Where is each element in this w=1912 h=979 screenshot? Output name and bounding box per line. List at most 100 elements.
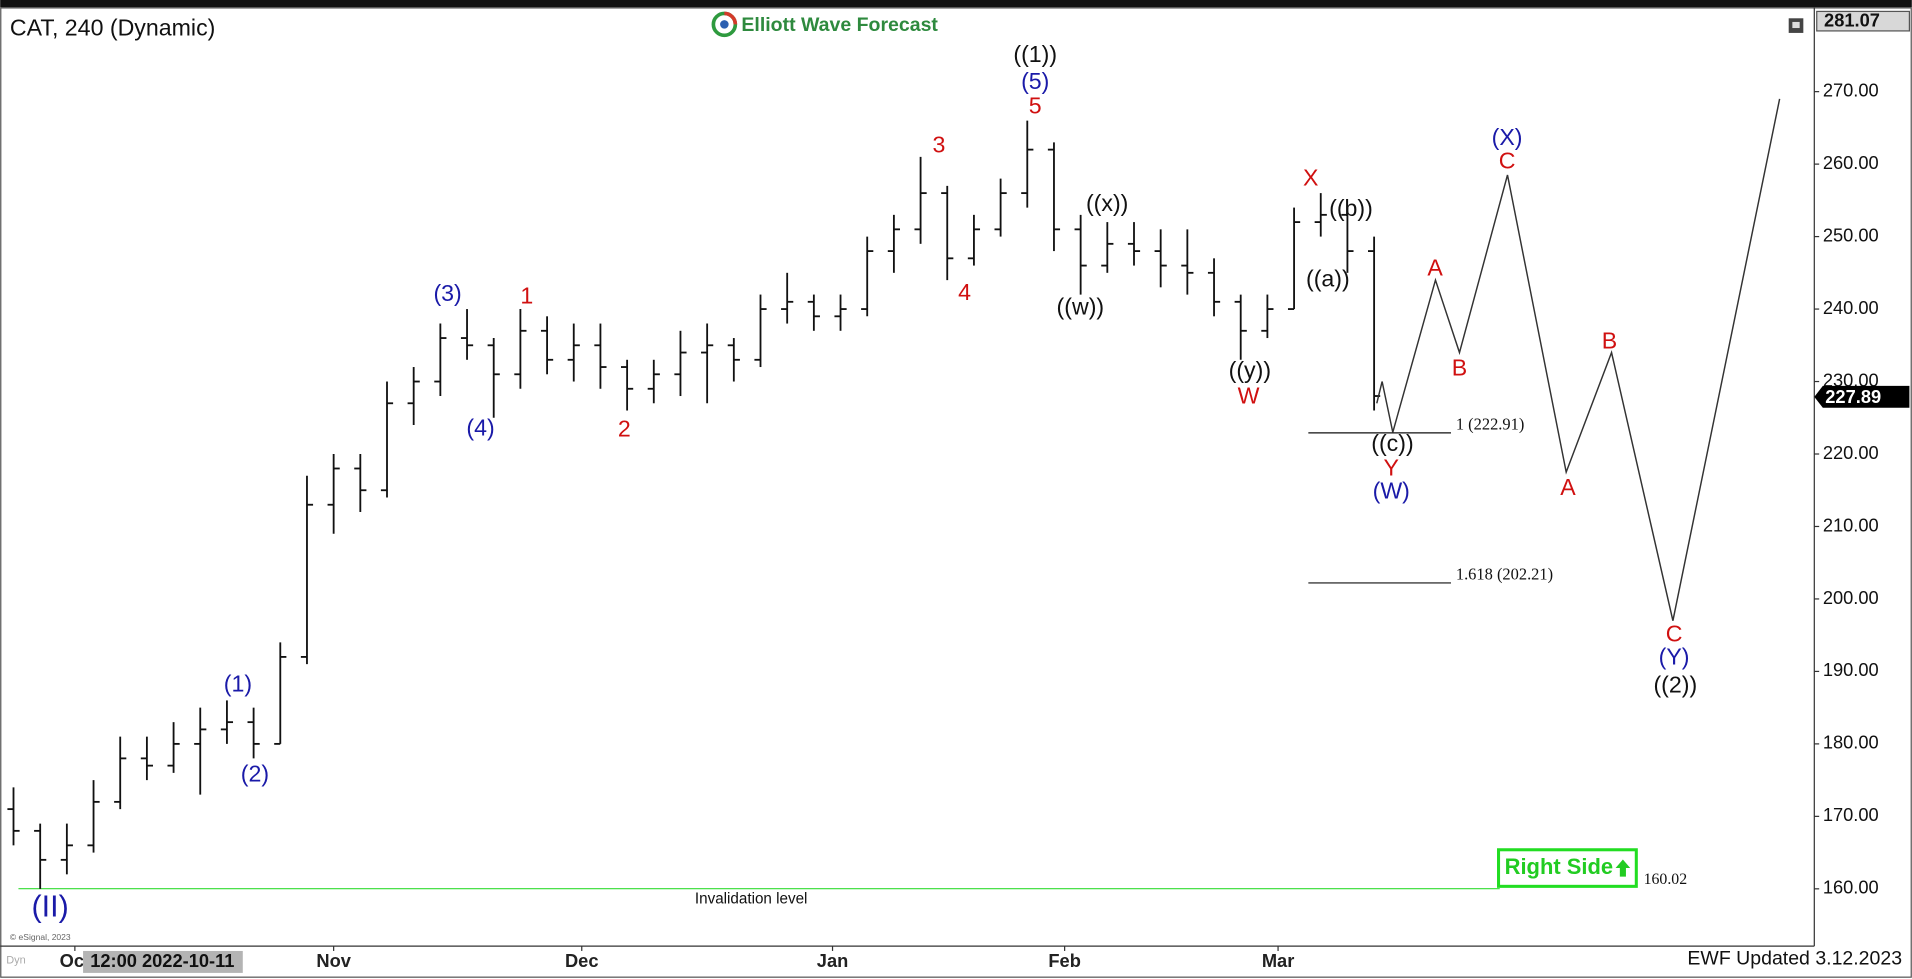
badge-arrow <box>1615 859 1631 877</box>
last-price-label: 227.89 <box>1825 386 1881 407</box>
ohlc-bar <box>701 323 714 404</box>
wave-label: C <box>1666 620 1683 646</box>
ohlc-bar <box>567 323 580 382</box>
ohlc-bar <box>727 338 740 382</box>
x-tick-label: Mar <box>1262 950 1294 971</box>
wave-label: (2) <box>241 761 269 787</box>
wave-label: ((1)) <box>1013 41 1057 67</box>
ohlc-bar <box>1261 294 1274 339</box>
y-tick-label: 260.00 <box>1823 152 1879 173</box>
wave-label: B <box>1452 355 1467 381</box>
x-tick-label: Dec <box>565 950 599 971</box>
wave-label: ((2)) <box>1653 672 1697 698</box>
wave-label: ((x)) <box>1086 190 1128 216</box>
ohlc-bar <box>114 736 127 810</box>
ohlc-bar <box>487 338 500 418</box>
wave-label: A <box>1427 255 1443 281</box>
ohlc-bar <box>140 736 153 781</box>
footer: EWF Updated 3.12.2023 <box>1687 948 1902 970</box>
fib-level-label: 1 (222.91) <box>1456 414 1524 433</box>
ohlc-bar <box>674 330 687 397</box>
wave-label: (II) <box>32 889 69 923</box>
ohlc-bar <box>167 722 180 773</box>
ohlc-bar <box>754 294 767 368</box>
wave-label: ((w)) <box>1057 294 1105 320</box>
wave-label: (1) <box>224 670 252 696</box>
ohlc-bar <box>1074 214 1087 295</box>
fib-level-label: 1.618 (202.21) <box>1456 564 1553 583</box>
top-border <box>0 0 1912 8</box>
ohlc-bar <box>380 381 394 498</box>
x-tick-label: Feb <box>1048 950 1080 971</box>
ohlc-bar <box>434 323 447 397</box>
window-icon-inner <box>1792 21 1800 29</box>
projection-path <box>1376 98 1781 621</box>
ohlc-bar <box>274 642 287 745</box>
ohlc-bar <box>967 214 981 266</box>
wave-label: W <box>1238 383 1260 409</box>
ohlc-bar <box>994 178 1007 237</box>
y-tick-label: 200.00 <box>1823 587 1879 608</box>
ohlc-bar <box>354 454 367 512</box>
ohlc-bar <box>327 454 340 534</box>
x-tick-label: Nov <box>316 950 351 971</box>
wave-label: (4) <box>466 414 494 440</box>
ohlc-bar <box>220 700 234 744</box>
ohlc-bar <box>34 823 47 889</box>
ohlc-bar <box>1127 222 1141 266</box>
logo-arc <box>724 11 738 25</box>
wave-label: (Y) <box>1659 643 1690 669</box>
wave-label: (5) <box>1021 68 1049 94</box>
ohlc-bar <box>914 156 927 244</box>
ohlc-bar <box>460 309 474 360</box>
ohlc-bar <box>514 309 527 389</box>
high-marker-box <box>1816 10 1911 32</box>
wave-label: (3) <box>433 280 461 306</box>
wave-label: 3 <box>932 131 945 157</box>
ohlc-bar <box>1101 222 1114 273</box>
wave-label: 2 <box>618 415 631 441</box>
invalidation-text: Invalidation level <box>695 891 808 908</box>
x-tick-label: Jan <box>817 950 848 971</box>
invalidation-value: 160.02 <box>1644 871 1688 888</box>
ohlc-bar <box>1207 258 1221 317</box>
wave-label: 1 <box>520 283 533 309</box>
wave-label: A <box>1560 474 1576 500</box>
wave-label: X <box>1303 164 1318 190</box>
wave-label: B <box>1602 328 1617 354</box>
high-marker-label: 281.07 <box>1824 10 1880 31</box>
ohlc-bar <box>60 823 73 875</box>
ohlc-bar <box>834 294 847 331</box>
y-tick-label: 270.00 <box>1823 79 1879 100</box>
chart-title: CAT, 240 (Dynamic) <box>10 14 215 40</box>
ohlc-bar <box>1154 229 1167 288</box>
ohlc-bar <box>781 272 794 324</box>
wave-label: 4 <box>958 279 971 305</box>
wave-label: ((b)) <box>1329 195 1373 221</box>
ohlc-bar <box>540 316 554 375</box>
ohlc-bar <box>941 185 954 281</box>
badge-box <box>1497 848 1638 888</box>
ohlc-bar <box>621 359 634 411</box>
wave-label: ((y)) <box>1229 357 1271 383</box>
ohlc-bar <box>1021 120 1034 208</box>
y-tick-label: 230.00 <box>1823 369 1879 390</box>
ohlc-bar <box>1287 207 1301 310</box>
brand-name: Elliott Wave Forecast <box>741 14 938 36</box>
ohlc-bar <box>300 475 314 665</box>
ohlc-bar <box>1341 207 1354 273</box>
ohlc-bar <box>7 787 20 846</box>
wave-label: ((a)) <box>1306 266 1350 292</box>
ohlc-bar <box>1314 193 1327 237</box>
y-tick-label: 220.00 <box>1823 442 1879 463</box>
ohlc-bar <box>247 707 260 759</box>
y-tick-label: 190.00 <box>1823 659 1879 680</box>
source-tag: Dyn <box>6 955 26 967</box>
y-tick-label: 170.00 <box>1823 804 1879 825</box>
wave-label: ((c)) <box>1371 430 1413 456</box>
x-tick-label: Oct <box>60 950 90 971</box>
wave-label: C <box>1499 147 1516 173</box>
